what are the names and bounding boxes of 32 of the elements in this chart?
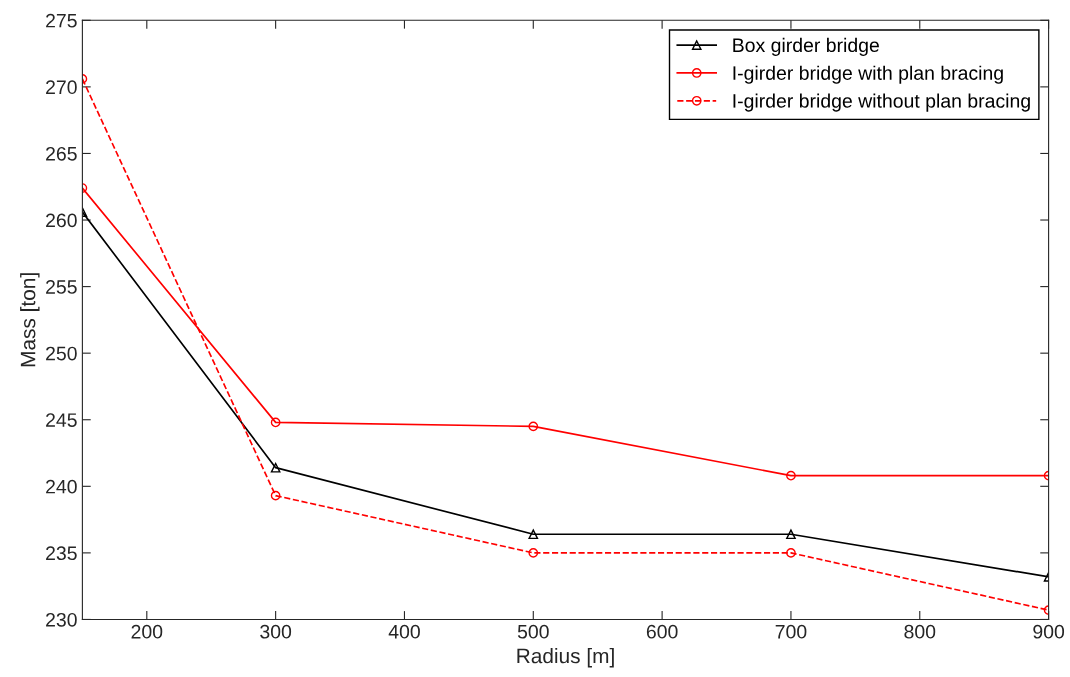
y-tick-label: 240 bbox=[46, 479, 77, 494]
x-axis-title: Radius [m] bbox=[517, 648, 614, 668]
y-tick-label: 235 bbox=[46, 546, 77, 561]
point bbox=[528, 529, 539, 540]
y-tick-label: 275 bbox=[46, 13, 77, 28]
y-tick-label: 270 bbox=[46, 80, 77, 95]
y-tick-label: 255 bbox=[46, 280, 77, 294]
y-axis-title: Mass [ton] bbox=[20, 273, 40, 367]
y-tick-label: 230 bbox=[46, 612, 77, 627]
x-tick-label: 600 bbox=[646, 624, 678, 639]
legend-label: Box girder bridge bbox=[733, 37, 879, 56]
y-tick-label: 265 bbox=[46, 146, 77, 161]
point bbox=[786, 529, 796, 540]
point bbox=[270, 417, 281, 428]
x-tick-label: 400 bbox=[388, 624, 420, 639]
legend-label: I-girder bridge without plan bracing bbox=[733, 93, 1030, 112]
point bbox=[270, 462, 281, 473]
x-tick-label: 800 bbox=[904, 624, 936, 639]
point bbox=[786, 470, 796, 481]
y-tick-label: 250 bbox=[46, 346, 77, 361]
point bbox=[786, 548, 796, 558]
x-tick-label: 300 bbox=[260, 624, 292, 639]
y-tick-label: 260 bbox=[46, 213, 77, 228]
x-tick-label: 700 bbox=[775, 624, 807, 639]
point bbox=[528, 421, 539, 432]
x-tick-label: 900 bbox=[1033, 624, 1065, 639]
point bbox=[270, 490, 281, 501]
x-tick-label: 500 bbox=[517, 624, 549, 639]
x-tick-label: 200 bbox=[131, 624, 163, 639]
y-tick-label: 245 bbox=[46, 413, 77, 427]
point bbox=[528, 548, 539, 558]
legend-label: I-girder bridge with plan bracing bbox=[733, 65, 1003, 84]
